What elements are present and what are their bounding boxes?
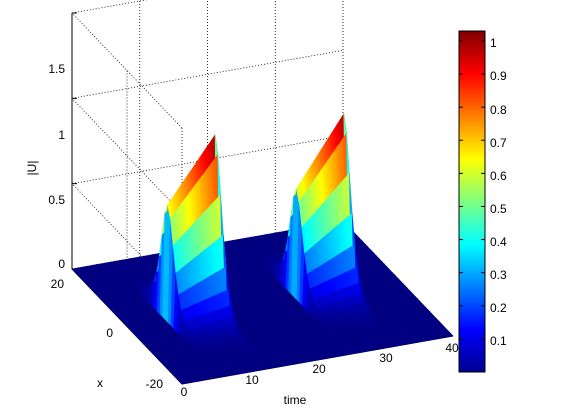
colorbar: 0.1 0.2 0.3 0.4 0.5 0.6 0.7 0.8 0.9 1 <box>458 30 507 373</box>
colorbar-tick-label: 0.9 <box>490 69 507 83</box>
colorbar-tick-label: 0.5 <box>490 202 507 216</box>
grid-line <box>71 49 344 99</box>
colorbar-tick-label: 0.2 <box>490 301 507 315</box>
colorbar-ticks: 0.1 0.2 0.3 0.4 0.5 0.6 0.7 0.8 0.9 1 <box>490 36 507 348</box>
colorbar-tick-label: 0.6 <box>490 169 507 183</box>
time-tick-label: 10 <box>245 373 259 387</box>
colorbar-tick-label: 0.1 <box>490 334 507 348</box>
grid-line <box>71 183 183 299</box>
x-tick-label: 20 <box>51 277 65 291</box>
grid-line <box>71 0 148 14</box>
z-tick-label: 0 <box>58 257 65 271</box>
time-tick-label: 20 <box>312 362 326 376</box>
z-tick-label: 1.5 <box>48 62 65 76</box>
colorbar-tick-label: 0.8 <box>490 103 507 117</box>
z-tick-label: 0.5 <box>48 193 65 207</box>
surface <box>71 113 454 385</box>
x-axis-label: x <box>97 376 103 390</box>
colorbar-tick-label: 0.4 <box>490 235 507 249</box>
time-axis-label: time <box>284 393 307 407</box>
colorbar-tick-label: 0.7 <box>490 136 507 150</box>
x-tick-label: 0 <box>106 326 113 340</box>
time-tick-label: 30 <box>379 351 393 365</box>
time-tick-label: 0 <box>181 385 188 399</box>
colorbar-tick-label: 0.3 <box>490 268 507 282</box>
grid-line <box>71 12 183 129</box>
z-axis-label: |U| <box>25 161 39 176</box>
x-tick-label: -20 <box>146 377 164 391</box>
z-tick-label: 1 <box>58 128 65 142</box>
time-tick-label: 40 <box>445 341 459 355</box>
z-axis-ticks: 0 0.5 1 1.5 <box>48 62 65 271</box>
colorbar-gradient <box>458 30 486 373</box>
grid-line <box>71 98 183 214</box>
colorbar-tick-label: 1 <box>490 36 497 50</box>
grid-line <box>71 135 344 185</box>
